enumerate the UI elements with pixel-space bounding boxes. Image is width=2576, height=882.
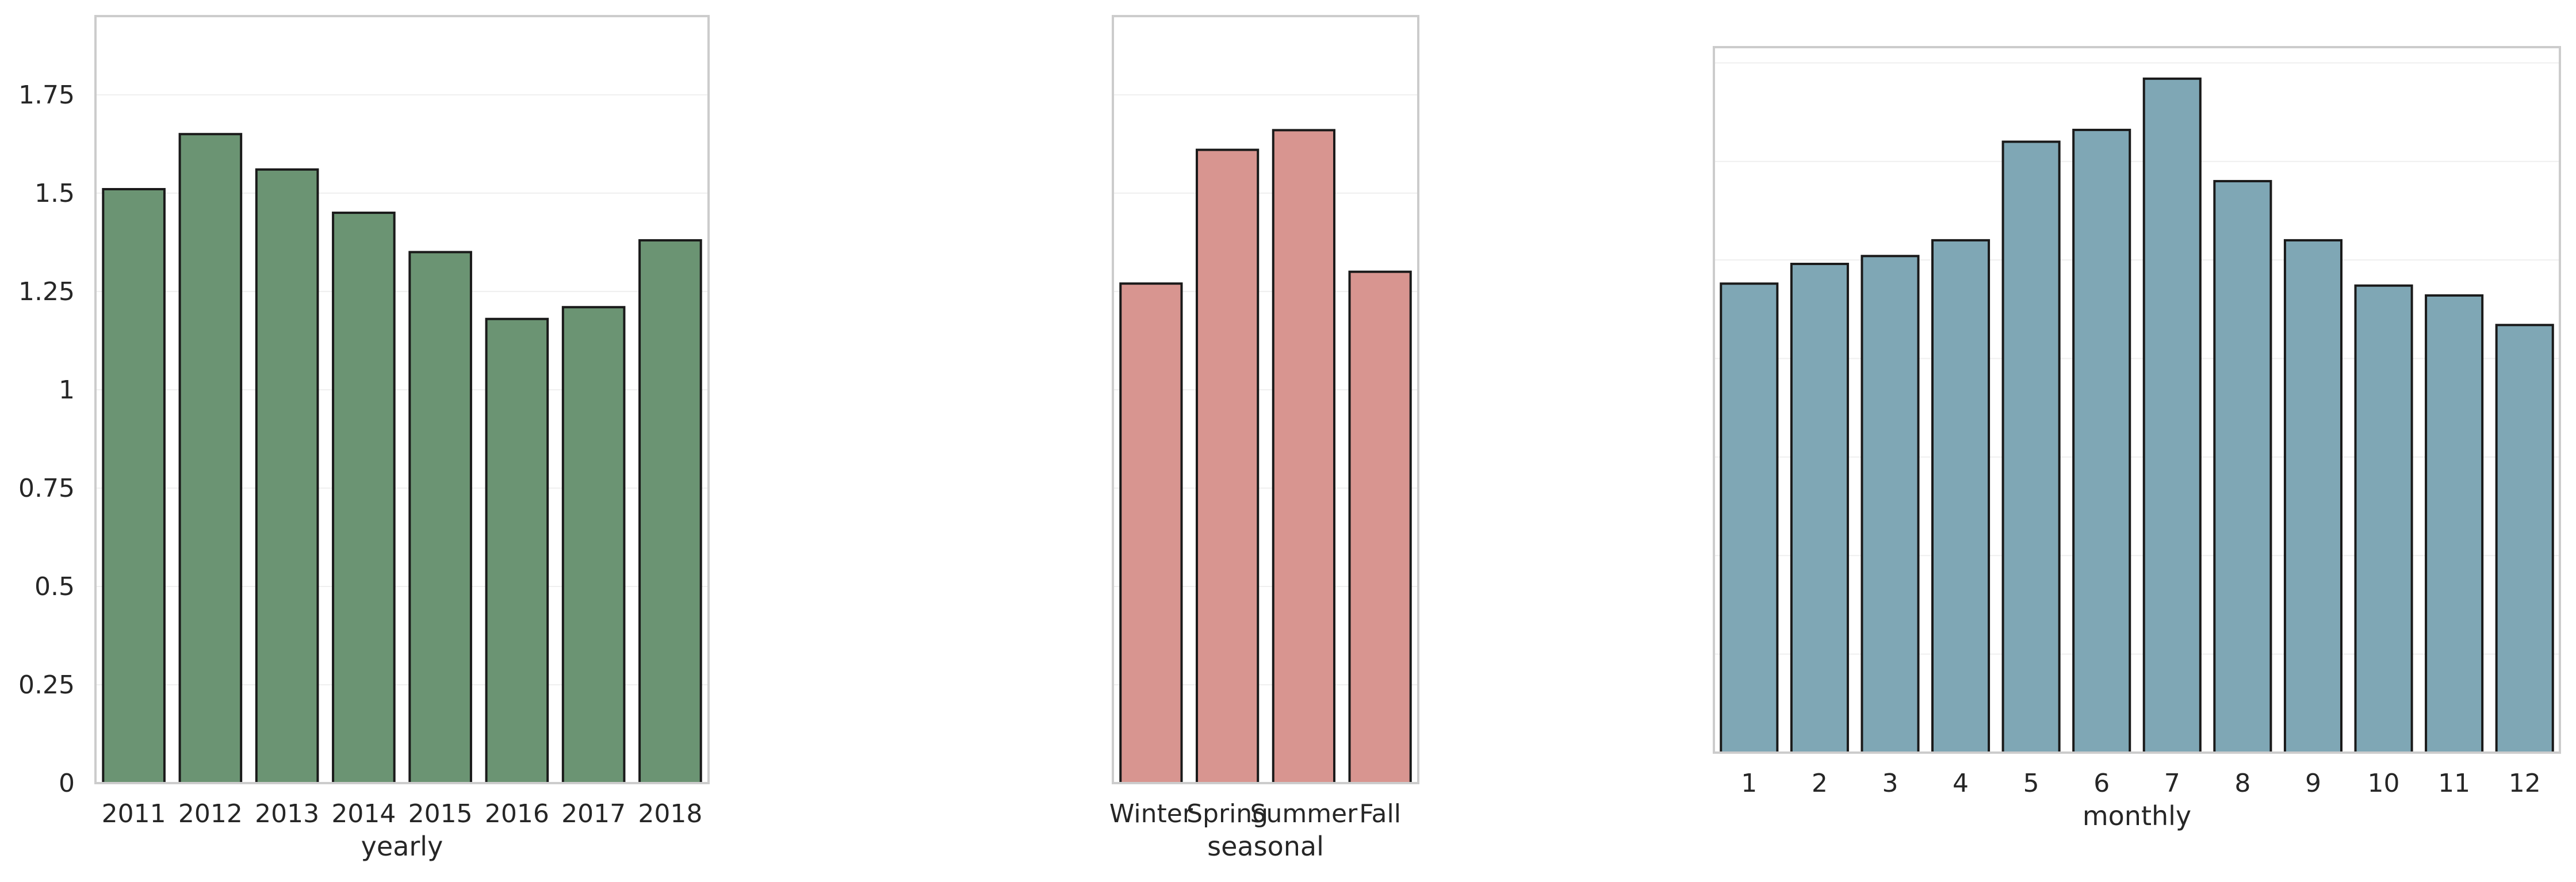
bar-Fall — [1348, 270, 1412, 784]
x-tick-label: 1 — [1741, 769, 1757, 798]
x-tick-label: 12 — [2509, 769, 2541, 798]
bar-2016 — [485, 317, 549, 784]
bar-2018 — [638, 239, 702, 784]
bar-1 — [1720, 282, 1779, 754]
x-tick-label: Fall — [1359, 799, 1401, 829]
bar-5 — [2001, 140, 2061, 754]
x-tick-label: 4 — [1953, 769, 1969, 798]
bar-2015 — [408, 251, 472, 784]
x-tick-label: 2011 — [102, 799, 166, 829]
x-tick-label: 3 — [1882, 769, 1898, 798]
bar-Summer — [1272, 129, 1335, 784]
bar-Spring — [1196, 148, 1260, 785]
axes-frame — [94, 15, 710, 784]
bar-2014 — [332, 212, 396, 784]
x-tick-label: 2014 — [331, 799, 396, 829]
bar-2017 — [561, 306, 626, 784]
x-tick-label: 11 — [2438, 769, 2470, 798]
bar-3 — [1861, 255, 1920, 754]
x-tick-label: 2016 — [485, 799, 549, 829]
yearly-bar-chart: 2011 2012 2013 2014 2015 2016 2017 2018 0 0.25 0.5… — [18, 15, 710, 862]
bar-Winter — [1119, 282, 1183, 784]
bar-12 — [2495, 324, 2554, 754]
x-tick-label: 7 — [2164, 769, 2180, 798]
y-tick-label: 0 — [59, 769, 75, 798]
x-tick-label: 2015 — [408, 799, 473, 829]
x-tick-label: 8 — [2234, 769, 2250, 798]
y-tick-label: 1 — [59, 375, 75, 405]
bar-7 — [2142, 77, 2202, 754]
bar-2013 — [255, 168, 319, 784]
bar-11 — [2425, 294, 2484, 754]
y-tick-label: 0.5 — [35, 572, 75, 601]
x-tick-label: Spring — [1186, 799, 1268, 829]
y-tick-label: 1.75 — [18, 80, 75, 110]
x-tick-label: 2013 — [255, 799, 319, 829]
bar-4 — [1931, 239, 1991, 754]
bar-2012 — [178, 133, 243, 785]
bar-6 — [2072, 128, 2131, 754]
x-axis-label: monthly — [2083, 800, 2191, 831]
y-tick-label: 0.75 — [18, 474, 75, 503]
axes-frame — [1713, 46, 2561, 754]
bar-2011 — [102, 188, 166, 784]
bar-10 — [2354, 284, 2413, 754]
x-tick-label: 6 — [2093, 769, 2110, 798]
bar-8 — [2213, 180, 2272, 754]
x-axis-label: yearly — [361, 831, 443, 862]
bar-9 — [2283, 239, 2342, 754]
x-axis-label: seasonal — [1207, 831, 1324, 862]
x-tick-label: Summer — [1250, 799, 1358, 829]
x-tick-label: 2017 — [561, 799, 626, 829]
axes-frame — [1112, 15, 1419, 784]
x-tick-label: 9 — [2305, 769, 2321, 798]
y-tick-label: 0.25 — [18, 670, 75, 700]
x-tick-label: 10 — [2368, 769, 2400, 798]
x-tick-label: 2018 — [638, 799, 702, 829]
x-tick-label: 2012 — [178, 799, 243, 829]
x-tick-label: 5 — [2023, 769, 2039, 798]
y-tick-label: 1.5 — [35, 179, 75, 208]
y-tick-label: 1.25 — [18, 277, 75, 306]
x-tick-label: 2 — [1812, 769, 1828, 798]
x-tick-label: Winter — [1109, 799, 1193, 829]
bar-2 — [1790, 263, 1849, 754]
